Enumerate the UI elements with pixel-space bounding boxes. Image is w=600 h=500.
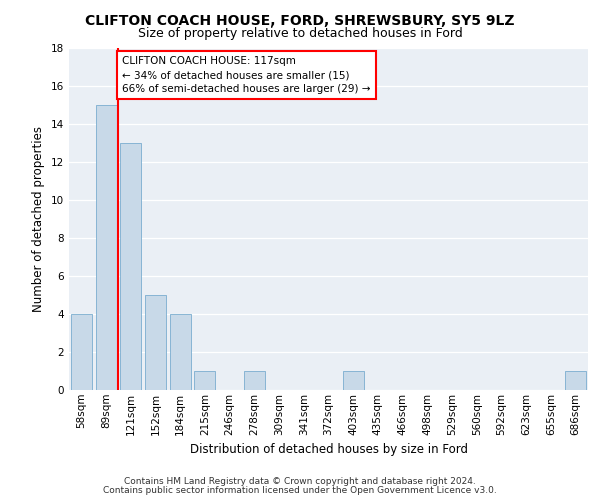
Text: CLIFTON COACH HOUSE: 117sqm
← 34% of detached houses are smaller (15)
66% of sem: CLIFTON COACH HOUSE: 117sqm ← 34% of det… <box>122 56 371 94</box>
Text: Contains public sector information licensed under the Open Government Licence v3: Contains public sector information licen… <box>103 486 497 495</box>
Text: Contains HM Land Registry data © Crown copyright and database right 2024.: Contains HM Land Registry data © Crown c… <box>124 477 476 486</box>
Text: CLIFTON COACH HOUSE, FORD, SHREWSBURY, SY5 9LZ: CLIFTON COACH HOUSE, FORD, SHREWSBURY, S… <box>85 14 515 28</box>
Bar <box>120 142 141 390</box>
Bar <box>244 371 265 390</box>
Bar <box>343 371 364 390</box>
X-axis label: Distribution of detached houses by size in Ford: Distribution of detached houses by size … <box>190 443 467 456</box>
Bar <box>145 295 166 390</box>
Y-axis label: Number of detached properties: Number of detached properties <box>32 126 46 312</box>
Bar <box>194 371 215 390</box>
Bar <box>565 371 586 390</box>
Text: Size of property relative to detached houses in Ford: Size of property relative to detached ho… <box>137 28 463 40</box>
Bar <box>95 104 116 390</box>
Bar <box>71 314 92 390</box>
Bar <box>170 314 191 390</box>
